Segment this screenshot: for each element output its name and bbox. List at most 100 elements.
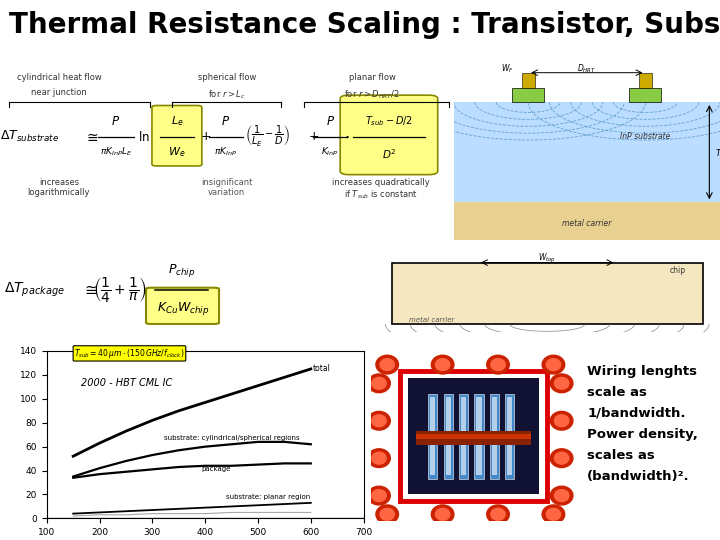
Circle shape	[368, 374, 390, 393]
Circle shape	[372, 377, 386, 389]
Bar	[454, 202, 720, 240]
Text: Wiring lenghts
scale as
1/bandwidth.
Power density,
scales as
(bandwidth)².: Wiring lenghts scale as 1/bandwidth. Pow…	[588, 364, 698, 483]
Circle shape	[372, 490, 386, 502]
Circle shape	[372, 415, 386, 427]
FancyBboxPatch shape	[152, 105, 202, 166]
Text: insignificant
variation: insignificant variation	[201, 178, 253, 198]
Text: $\pi K_{InP}L_E$: $\pi K_{InP}L_E$	[99, 146, 132, 158]
Circle shape	[368, 411, 390, 430]
Circle shape	[546, 508, 561, 520]
Text: cylindrical heat flow: cylindrical heat flow	[17, 73, 102, 82]
Bar	[392, 262, 703, 325]
Text: InP substrate: InP substrate	[620, 132, 670, 141]
Bar	[454, 102, 720, 202]
Bar	[431, 397, 436, 475]
Circle shape	[376, 505, 398, 524]
Bar	[461, 397, 467, 475]
Text: $K_{Cu}W_{chip}$: $K_{Cu}W_{chip}$	[157, 300, 210, 318]
Text: $\cdot$: $\cdot$	[344, 127, 350, 146]
Bar	[508, 397, 513, 475]
Bar	[400, 372, 547, 501]
Text: $+$: $+$	[308, 130, 320, 143]
Circle shape	[431, 505, 454, 524]
Text: $P_{chip}$: $P_{chip}$	[168, 262, 195, 279]
Circle shape	[487, 355, 509, 374]
Text: package: package	[201, 467, 230, 472]
Circle shape	[380, 359, 395, 370]
Circle shape	[554, 452, 569, 464]
Text: $T_{sub}$: $T_{sub}$	[715, 147, 720, 160]
Circle shape	[491, 359, 505, 370]
Bar	[512, 88, 544, 102]
Text: total: total	[312, 364, 330, 374]
Text: increases quadratically
if $T_{sub}$ is constant: increases quadratically if $T_{sub}$ is …	[332, 178, 430, 201]
Text: $\left(\dfrac{1}{4} + \dfrac{1}{\pi}\right)$: $\left(\dfrac{1}{4} + \dfrac{1}{\pi}\rig…	[93, 275, 147, 304]
Circle shape	[550, 374, 573, 393]
Circle shape	[436, 508, 450, 520]
Text: $T_{sub} - D/2$: $T_{sub} - D/2$	[365, 114, 413, 128]
Text: $\Delta T_{substrate}$: $\Delta T_{substrate}$	[0, 129, 59, 144]
Text: $W_e$: $W_e$	[168, 145, 186, 159]
Circle shape	[491, 508, 505, 520]
Text: $\cong$: $\cong$	[84, 130, 99, 144]
Bar	[416, 431, 531, 444]
Text: planar flow: planar flow	[348, 73, 395, 82]
Text: substrate: planar region: substrate: planar region	[226, 494, 311, 500]
Bar	[521, 73, 535, 88]
Circle shape	[550, 486, 573, 505]
Text: $P$: $P$	[325, 114, 335, 127]
Circle shape	[368, 486, 390, 505]
Text: $D^2$: $D^2$	[382, 147, 397, 161]
Text: $T_{sub} = 40\,\mu m \cdot (150\,GHz/f_{clock})$: $T_{sub} = 40\,\mu m \cdot (150\,GHz/f_{…	[74, 347, 184, 360]
Text: for $r > L_c$: for $r > L_c$	[208, 88, 246, 101]
Text: chip: chip	[670, 266, 685, 275]
Circle shape	[487, 505, 509, 524]
Circle shape	[554, 415, 569, 427]
Text: Thermal Resistance Scaling : Transistor, Substrate, Package: Thermal Resistance Scaling : Transistor,…	[9, 11, 720, 39]
Text: near junction: near junction	[31, 88, 87, 97]
Bar	[505, 394, 515, 478]
Text: $W_F$: $W_F$	[500, 62, 513, 75]
Text: $P$: $P$	[111, 114, 120, 127]
Circle shape	[372, 452, 386, 464]
Bar	[416, 434, 531, 440]
Text: for $r > D_{HRT}/2$: for $r > D_{HRT}/2$	[344, 88, 400, 101]
Text: $D_{HRT}$: $D_{HRT}$	[577, 62, 596, 75]
Bar	[446, 397, 451, 475]
Circle shape	[368, 449, 390, 468]
Circle shape	[380, 508, 395, 520]
Circle shape	[546, 359, 561, 370]
Text: $L_e$: $L_e$	[171, 114, 183, 128]
Text: $W_{top}$: $W_{top}$	[538, 252, 557, 265]
Circle shape	[550, 449, 573, 468]
Circle shape	[542, 505, 564, 524]
Circle shape	[542, 355, 564, 374]
Bar	[477, 397, 482, 475]
Text: substrate: cylindrical/spherical regions: substrate: cylindrical/spherical regions	[163, 435, 300, 441]
Text: $\pi K_{InP}$: $\pi K_{InP}$	[215, 146, 238, 158]
Circle shape	[431, 355, 454, 374]
Text: $\cong$: $\cong$	[82, 282, 99, 297]
Text: $+$: $+$	[199, 130, 211, 143]
Bar	[639, 73, 652, 88]
FancyBboxPatch shape	[146, 288, 219, 324]
Text: $\left(\dfrac{1}{L_E} - \dfrac{1}{D}\right)$: $\left(\dfrac{1}{L_E} - \dfrac{1}{D}\rig…	[245, 124, 289, 149]
Circle shape	[554, 377, 569, 389]
Text: $K_{InP}$: $K_{InP}$	[321, 146, 339, 158]
Circle shape	[436, 359, 450, 370]
Bar	[474, 394, 484, 478]
Bar	[408, 378, 539, 494]
Text: 2000 - HBT CML IC: 2000 - HBT CML IC	[81, 379, 172, 388]
Circle shape	[554, 490, 569, 502]
Text: metal carrier: metal carrier	[409, 317, 454, 323]
Text: $\Delta T_{package}$: $\Delta T_{package}$	[4, 280, 65, 299]
Bar	[428, 394, 438, 478]
FancyBboxPatch shape	[341, 95, 438, 174]
Text: $P$: $P$	[221, 114, 230, 127]
Text: metal carrier: metal carrier	[562, 219, 611, 227]
Text: $\ln$: $\ln$	[138, 130, 150, 144]
Text: spherical flow: spherical flow	[197, 73, 256, 82]
Bar	[629, 88, 662, 102]
Circle shape	[550, 411, 573, 430]
Text: increases
logarithmically: increases logarithmically	[27, 178, 90, 198]
